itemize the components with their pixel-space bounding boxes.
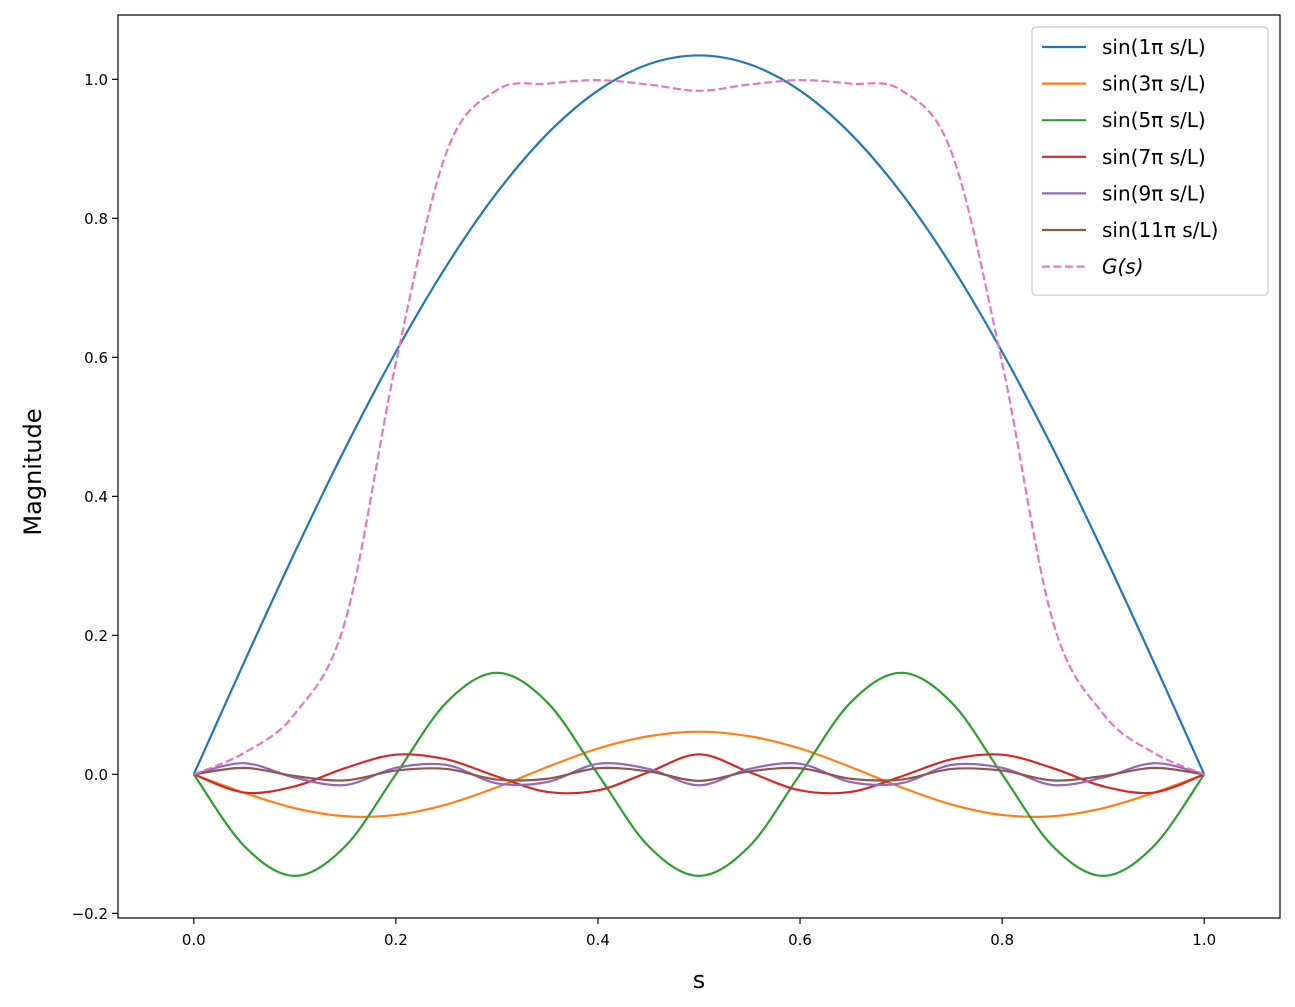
legend-label: sin(9π s/L): [1102, 181, 1206, 205]
legend-label: sin(5π s/L): [1102, 108, 1206, 132]
y-tick-label: 0.4: [84, 488, 108, 506]
legend-label: sin(3π s/L): [1102, 72, 1206, 96]
series-line-g-s: [193, 79, 1205, 776]
y-tick-label: 0.6: [84, 349, 108, 367]
y-axis-ticks: −0.2 0.0 0.2 0.4 0.6 0.8 1.0: [72, 71, 118, 923]
x-axis-ticks: 0.0 0.2 0.4 0.6 0.8 1.0: [182, 918, 1216, 949]
y-tick-label: 0.0: [84, 766, 108, 784]
x-tick-label: 0.4: [586, 931, 610, 949]
legend-label: sin(11π s/L): [1102, 218, 1218, 242]
x-tick-label: 1.0: [1192, 931, 1216, 949]
series-line-sin-5-s-l: [192, 671, 1206, 877]
series-layer: [192, 54, 1206, 877]
y-tick-label: 0.2: [84, 627, 108, 645]
series-line-sin-9-s-l: [193, 762, 1205, 787]
y-tick-label: 1.0: [84, 71, 108, 89]
y-tick-label: −0.2: [72, 905, 108, 923]
legend: sin(1π s/L) sin(3π s/L) sin(5π s/L) sin(7π …: [1031, 26, 1269, 296]
legend-label: sin(7π s/L): [1102, 145, 1206, 169]
series-line-sin-11-s-l: [193, 766, 1205, 782]
x-tick-label: 0.6: [788, 931, 812, 949]
legend-label: G(s): [1102, 255, 1144, 279]
y-axis-label: Magnitude: [19, 408, 47, 535]
x-tick-label: 0.2: [384, 931, 408, 949]
legend-label: sin(1π s/L): [1102, 35, 1206, 59]
series-line-sin-3-s-l: [193, 730, 1205, 818]
series-line-sin-1-s-l: [192, 54, 1206, 775]
legend-box: [1031, 26, 1269, 296]
x-tick-label: 0.0: [182, 931, 206, 949]
x-axis-label: s: [693, 966, 706, 994]
series-line-sin-7-s-l: [193, 753, 1205, 795]
y-tick-label: 0.8: [84, 210, 108, 228]
x-tick-label: 0.8: [990, 931, 1014, 949]
